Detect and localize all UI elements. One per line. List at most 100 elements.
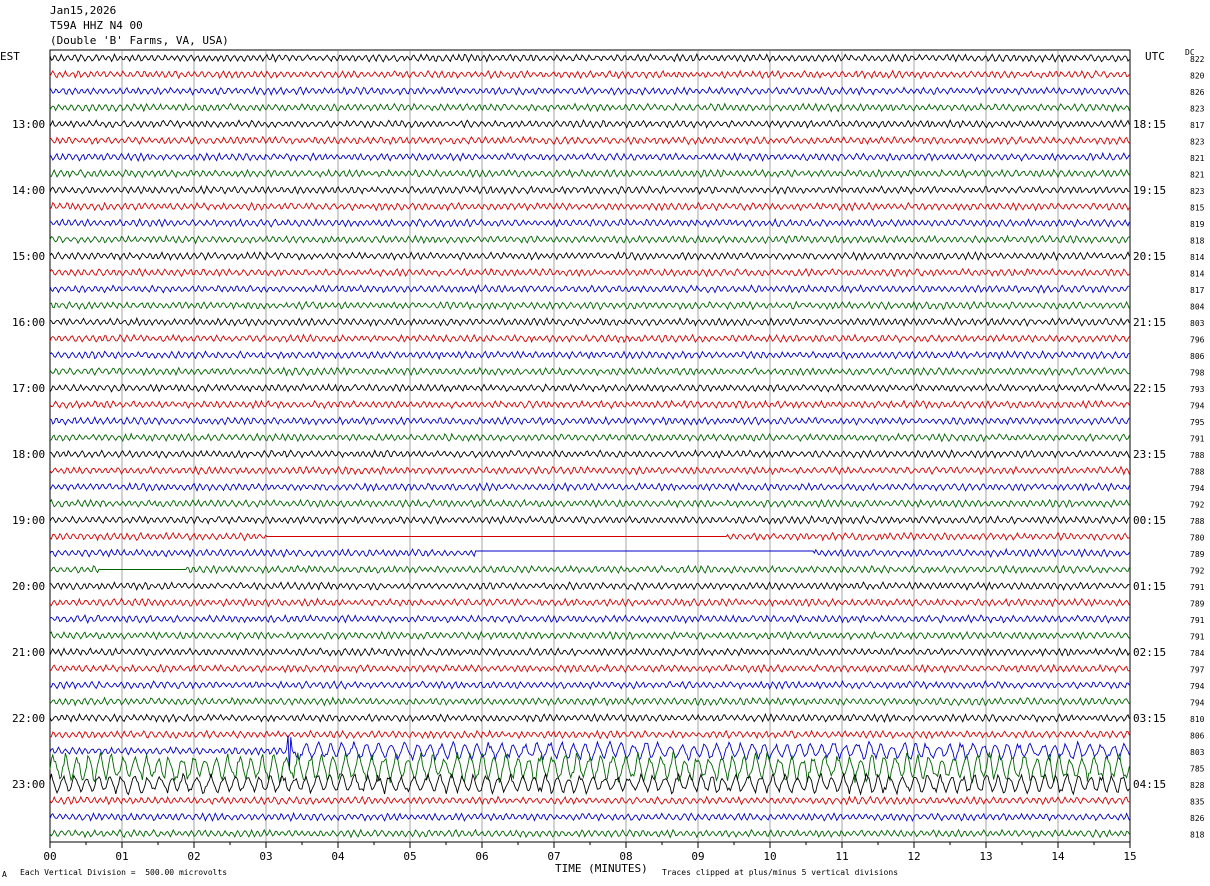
dc-value: 814: [1190, 270, 1205, 279]
dc-value: 810: [1190, 715, 1205, 724]
dc-value: 794: [1190, 682, 1205, 691]
trace-row: [49, 102, 1130, 113]
utc-hour-label: 21:15: [1133, 316, 1166, 329]
utc-hour-label: 04:15: [1133, 778, 1166, 791]
dc-value: 794: [1190, 699, 1205, 708]
dc-value: 821: [1190, 154, 1205, 163]
x-tick-label: 07: [547, 850, 560, 863]
corner-mark: A: [2, 870, 7, 879]
dc-value: 822: [1190, 55, 1205, 64]
dc-value: 818: [1190, 831, 1205, 840]
trace-row: [49, 772, 1130, 796]
trace-row: [49, 52, 1130, 64]
dc-value: 818: [1190, 237, 1205, 246]
dc-value: 821: [1190, 171, 1205, 180]
x-tick-label: 13: [979, 850, 992, 863]
dc-value: 815: [1190, 204, 1205, 213]
x-tick-label: 05: [403, 850, 416, 863]
trace-row: [49, 267, 1130, 278]
utc-hour-label: 18:15: [1133, 118, 1166, 131]
trace-row: [49, 828, 1130, 839]
utc-hour-label: 00:15: [1133, 514, 1166, 527]
seismic-traces: [49, 52, 1130, 839]
dc-value: 803: [1190, 748, 1205, 757]
est-hour-label: 18:00: [12, 448, 45, 461]
x-tick-label: 03: [259, 850, 272, 863]
utc-hour-label: 23:15: [1133, 448, 1166, 461]
utc-hour-label: 20:15: [1133, 250, 1166, 263]
trace-row: [49, 201, 1130, 212]
dc-value: 791: [1190, 583, 1205, 592]
dc-value: 817: [1190, 286, 1205, 295]
utc-hour-label: 22:15: [1133, 382, 1166, 395]
time-grid: [49, 49, 1131, 848]
trace-row: [49, 597, 1130, 608]
dc-value: 796: [1190, 336, 1205, 345]
trace-row: [49, 696, 1130, 707]
dc-value: 806: [1190, 352, 1205, 361]
trace-row: [49, 217, 1130, 228]
trace-row: [49, 712, 1130, 723]
dc-value: 823: [1190, 105, 1205, 114]
x-tick-label: 11: [835, 850, 848, 863]
x-tick-label: 00: [43, 850, 56, 863]
dc-value: 793: [1190, 385, 1205, 394]
x-tick-label: 02: [187, 850, 200, 863]
dc-value: 788: [1190, 468, 1205, 477]
dc-value: 791: [1190, 435, 1205, 444]
est-hour-label: 20:00: [12, 580, 45, 593]
trace-row: [49, 432, 1130, 443]
trace-row: [49, 69, 1130, 80]
utc-hour-label: 19:15: [1133, 184, 1166, 197]
dc-value: 789: [1190, 600, 1205, 609]
dc-value: 817: [1190, 121, 1205, 130]
dc-value: 804: [1190, 303, 1205, 312]
x-tick-label: 12: [907, 850, 920, 863]
trace-row: [49, 735, 1130, 771]
utc-hour-label: 02:15: [1133, 646, 1166, 659]
trace-row: [49, 465, 1130, 476]
trace-row: [49, 366, 1130, 377]
dc-value: 826: [1190, 814, 1205, 823]
trace-row: [49, 316, 1130, 328]
dc-value: 819: [1190, 220, 1205, 229]
trace-row: [49, 614, 1130, 625]
station-code: T59A HHZ N4 00: [50, 19, 143, 32]
trace-row: [49, 383, 1130, 393]
trace-row: [49, 729, 1130, 740]
trace-row: [49, 85, 1130, 97]
trace-row: [49, 350, 1130, 361]
dc-value: 788: [1190, 517, 1205, 526]
trace-row: [49, 184, 1130, 195]
clip-note: Traces clipped at plus/minus 5 vertical …: [662, 868, 899, 877]
x-tick-label: 01: [115, 850, 128, 863]
dc-value: 780: [1190, 534, 1205, 543]
scale-note: Each Vertical Division = 500.00 microvol…: [20, 868, 228, 877]
dc-value: 823: [1190, 138, 1205, 147]
dc-value: 797: [1190, 666, 1205, 675]
trace-row: [49, 531, 1130, 542]
utc-hour-label: 01:15: [1133, 580, 1166, 593]
trace-row: [49, 547, 1130, 559]
trace-row: [49, 151, 1130, 162]
trace-row: [49, 482, 1130, 493]
x-axis-title: TIME (MINUTES): [555, 862, 648, 875]
x-tick-label: 06: [475, 850, 488, 863]
est-hour-label: 16:00: [12, 316, 45, 329]
trace-row: [49, 135, 1130, 146]
trace-row: [49, 680, 1130, 690]
dc-value: 791: [1190, 633, 1205, 642]
trace-row: [49, 300, 1130, 311]
dc-value: 792: [1190, 501, 1205, 510]
est-hour-label: 23:00: [12, 778, 45, 791]
trace-row: [49, 581, 1130, 592]
trace-row: [49, 333, 1130, 344]
trace-row: [49, 564, 1130, 575]
dc-value: 820: [1190, 72, 1205, 81]
est-hour-label: 22:00: [12, 712, 45, 725]
x-tick-label: 10: [763, 850, 776, 863]
trace-row: [49, 515, 1130, 525]
dc-value: 794: [1190, 484, 1205, 493]
dc-value: 784: [1190, 649, 1205, 658]
